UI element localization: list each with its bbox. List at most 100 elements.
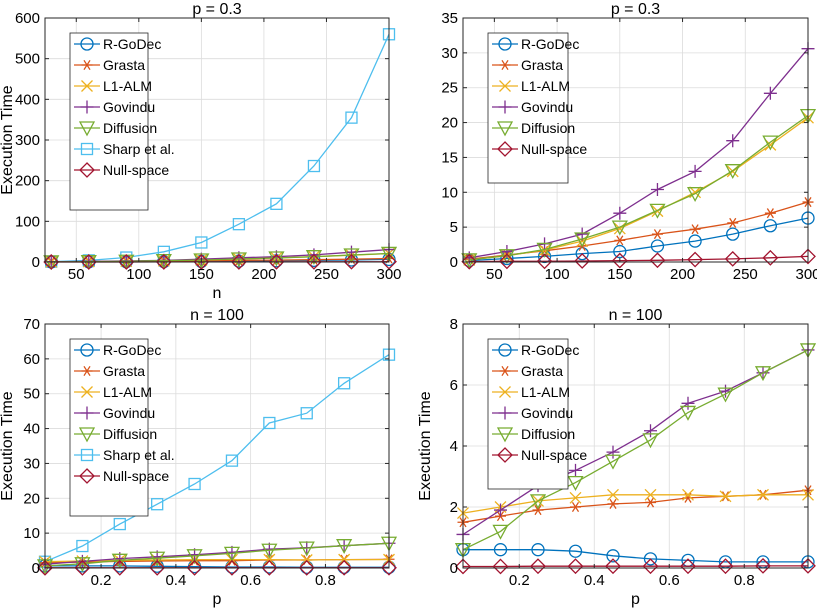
data-point-sharp-et-al <box>151 498 164 511</box>
y-tick-label: 40 <box>23 421 40 438</box>
data-point-l1-alm <box>757 488 769 501</box>
y-tick-label: 30 <box>441 45 458 62</box>
series-line-sharp-et-al <box>44 354 390 563</box>
chart-panel-top-left: 50 100 150 200 250 300 0 100 200 300 400 500 600 p = … <box>0 1 402 302</box>
data-point-null-space <box>687 251 704 268</box>
x-tick-label: 0.6 <box>659 572 680 589</box>
legend-marker-govindu <box>498 406 512 420</box>
legend-marker-r-godec <box>498 37 512 51</box>
legend-label-sharp-et-al: Sharp et al. <box>103 141 175 157</box>
y-tick-label: 600 <box>15 10 40 27</box>
legend-marker-l1-alm <box>499 386 511 398</box>
y-tick-label: 60 <box>23 351 40 368</box>
data-point-r-godec <box>650 239 665 253</box>
data-point-null-space <box>717 558 734 575</box>
data-point-sharp-et-al <box>76 539 89 553</box>
y-tick-label: 35 <box>441 10 458 27</box>
series-line-govindu <box>462 349 809 536</box>
y-tick-label: 70 <box>23 316 40 333</box>
data-point-govindu <box>494 503 507 517</box>
legend-marker-null-space <box>79 162 95 178</box>
data-point-govindu <box>644 424 657 438</box>
data-point-grasta <box>689 224 701 235</box>
data-point-grasta <box>645 497 656 508</box>
data-point-govindu <box>569 463 582 477</box>
data-point-r-godec <box>763 219 778 233</box>
x-tick-label: 50 <box>68 266 85 283</box>
data-point-grasta <box>727 217 739 228</box>
legend-label-null-space: Null-space <box>103 468 169 484</box>
data-point-diffusion <box>574 232 591 248</box>
series-line-null-space <box>469 255 809 263</box>
y-axis-label: Execution Time <box>417 391 434 500</box>
data-point-r-godec <box>613 244 627 259</box>
legend-label-l1-alm: L1-ALM <box>103 384 152 400</box>
data-point-null-space <box>498 253 515 270</box>
legend-marker-grasta <box>499 59 511 71</box>
data-point-l1-alm <box>607 488 619 501</box>
data-point-null-space <box>492 558 509 575</box>
series-group <box>461 42 816 270</box>
data-point-sharp-et-al <box>225 454 239 467</box>
legend-marker-diffusion <box>78 121 96 137</box>
data-point-diffusion <box>343 248 360 264</box>
x-tick-label: 50 <box>486 266 503 283</box>
legend-label-null-space: Null-space <box>521 141 587 157</box>
x-axis-label: p <box>631 591 640 608</box>
legend-marker-r-godec <box>80 343 94 357</box>
legend-label-grasta: Grasta <box>521 363 563 379</box>
data-point-null-space <box>530 558 546 575</box>
y-tick-label: 2 <box>450 499 458 516</box>
x-tick-label: 0.8 <box>315 572 336 589</box>
data-point-sharp-et-al <box>270 197 283 210</box>
series-line-r-godec <box>469 217 809 262</box>
data-point-diffusion <box>529 494 547 510</box>
data-point-diffusion <box>611 220 628 236</box>
y-tick-label: 10 <box>23 525 40 542</box>
data-point-null-space <box>74 559 91 576</box>
data-point-null-space <box>800 557 816 574</box>
data-point-diffusion <box>149 551 166 567</box>
series-group <box>455 343 816 575</box>
y-tick-label: 400 <box>15 91 40 108</box>
data-point-diffusion <box>298 541 315 557</box>
legend-marker-l1-alm <box>81 80 93 92</box>
y-tick-label: 5 <box>450 219 458 236</box>
chart-panel-bottom-left: 0.2 0.4 0.6 0.8 0 10 20 30 40 50 60 70 n = 100 p Execu… <box>0 307 397 608</box>
x-tick-label: 200 <box>670 266 695 283</box>
x-axis-label: n <box>213 285 222 302</box>
legend-label-govindu: Govindu <box>521 99 573 115</box>
legend-marker-govindu <box>498 100 512 114</box>
chart-title: n = 100 <box>609 307 663 324</box>
y-tick-label: 100 <box>15 213 40 230</box>
data-point-diffusion <box>687 187 704 203</box>
x-tick-label: 150 <box>189 266 214 283</box>
y-tick-label: 25 <box>441 80 458 97</box>
chart-panel-bottom-right: 0.2 0.4 0.6 0.8 0 2 4 6 8 n = 100 p Execution Time R… <box>417 307 816 608</box>
y-tick-label: 200 <box>15 173 40 190</box>
legend-label-govindu: Govindu <box>103 405 155 421</box>
data-point-sharp-et-al <box>113 517 126 531</box>
series-line-l1-alm <box>462 494 808 514</box>
data-point-govindu <box>688 164 702 178</box>
data-point-diffusion <box>230 252 247 268</box>
series-line-diffusion <box>462 349 809 551</box>
legend-marker-null-space <box>497 141 513 157</box>
legend-label-r-godec: R-GoDec <box>103 36 161 52</box>
data-point-null-space <box>261 559 278 576</box>
data-point-null-space <box>193 253 210 270</box>
y-tick-label: 30 <box>23 455 40 472</box>
data-point-diffusion <box>679 405 697 421</box>
legend-box <box>487 338 569 490</box>
data-point-l1-alm <box>338 553 351 566</box>
data-point-govindu <box>344 245 358 259</box>
data-point-null-space <box>755 557 771 574</box>
data-point-r-godec <box>606 549 620 563</box>
legend-label-govindu: Govindu <box>103 99 155 115</box>
y-tick-label: 20 <box>441 115 458 132</box>
data-point-r-godec <box>575 246 589 261</box>
data-point-l1-alm <box>719 490 732 503</box>
y-tick-label: 50 <box>23 386 40 403</box>
x-tick-label: 100 <box>545 266 570 283</box>
